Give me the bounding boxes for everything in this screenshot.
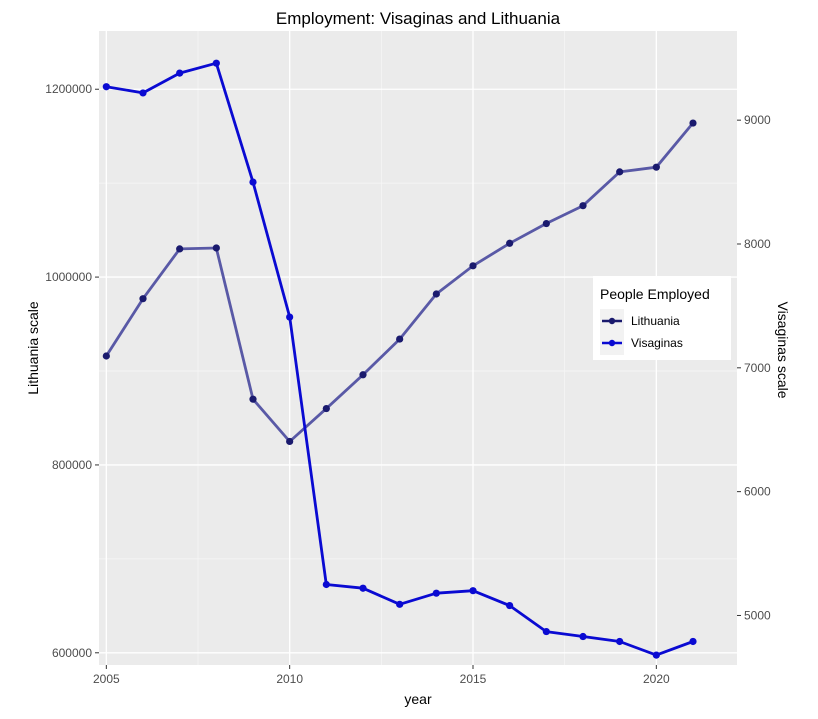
data-point-visaginas (616, 637, 624, 646)
y-right-tick-label: 9000 (744, 113, 771, 127)
legend-label-visaginas: Visaginas (631, 336, 683, 350)
data-point-lithuania (212, 244, 220, 252)
data-point-visaginas (249, 178, 257, 186)
data-point-lithuania (139, 295, 147, 303)
x-tick-label: 2015 (460, 672, 487, 686)
y-axis-right-label: Visaginas scale (775, 301, 791, 398)
y-left-tick-label: 600000 (52, 646, 92, 660)
data-point-lithuania (469, 262, 477, 270)
y-left-tick-label: 1200000 (45, 82, 92, 96)
axes: 2005 2010 2015 2020 600000 800000 1000000 12000… (45, 82, 771, 686)
x-tick-label: 2010 (276, 672, 303, 686)
data-point-lithuania (286, 437, 294, 446)
series-layer (102, 59, 697, 659)
data-point-visaginas (322, 580, 330, 589)
data-point-visaginas (139, 89, 147, 97)
data-point-lithuania (322, 404, 330, 413)
data-point-visaginas (176, 69, 184, 77)
data-point-lithuania (616, 168, 624, 176)
legend-label-lithuania: Lithuania (631, 314, 680, 328)
y-left-tick-label: 1000000 (45, 270, 92, 284)
x-tick-label: 2020 (643, 672, 670, 686)
data-point-lithuania (579, 202, 587, 210)
legend-title: People Employed (600, 286, 710, 302)
x-tick-label: 2005 (93, 672, 120, 686)
data-point-visaginas (432, 589, 440, 597)
y-left-tick-label: 800000 (52, 458, 92, 472)
y-right-tick-label: 5000 (744, 608, 771, 622)
legend-key-point (608, 339, 616, 347)
x-axis-label: year (404, 691, 432, 707)
y-right-tick-label: 6000 (744, 485, 771, 499)
y-right-tick-label: 7000 (744, 361, 771, 375)
data-point-lithuania (689, 119, 697, 127)
data-point-lithuania (396, 335, 404, 343)
data-point-visaginas (286, 313, 294, 321)
legend: People Employed Lithuania Visaginas (593, 276, 731, 360)
data-point-lithuania (249, 395, 257, 403)
legend-item-visaginas: Visaginas (600, 331, 683, 355)
data-point-visaginas (102, 83, 110, 91)
y-axis-left-label: Lithuania scale (25, 301, 41, 395)
data-point-lithuania (506, 239, 514, 247)
data-point-lithuania (359, 371, 367, 379)
data-point-visaginas (212, 59, 220, 67)
data-point-visaginas (689, 637, 697, 646)
data-point-visaginas (359, 584, 367, 592)
data-point-lithuania (542, 219, 550, 228)
data-point-visaginas (506, 601, 514, 610)
data-point-visaginas (579, 632, 587, 641)
y-right-tick-label: 8000 (744, 237, 771, 251)
legend-item-lithuania: Lithuania (600, 309, 680, 333)
chart-title: Employment: Visaginas and Lithuania (276, 9, 561, 28)
legend-key-point (608, 317, 616, 325)
data-point-lithuania (102, 352, 110, 360)
data-point-lithuania (432, 290, 440, 298)
data-point-lithuania (652, 163, 660, 171)
data-point-lithuania (176, 245, 184, 253)
data-point-visaginas (469, 587, 477, 595)
data-point-visaginas (542, 627, 550, 636)
data-point-visaginas (652, 651, 660, 659)
data-point-visaginas (396, 600, 404, 608)
